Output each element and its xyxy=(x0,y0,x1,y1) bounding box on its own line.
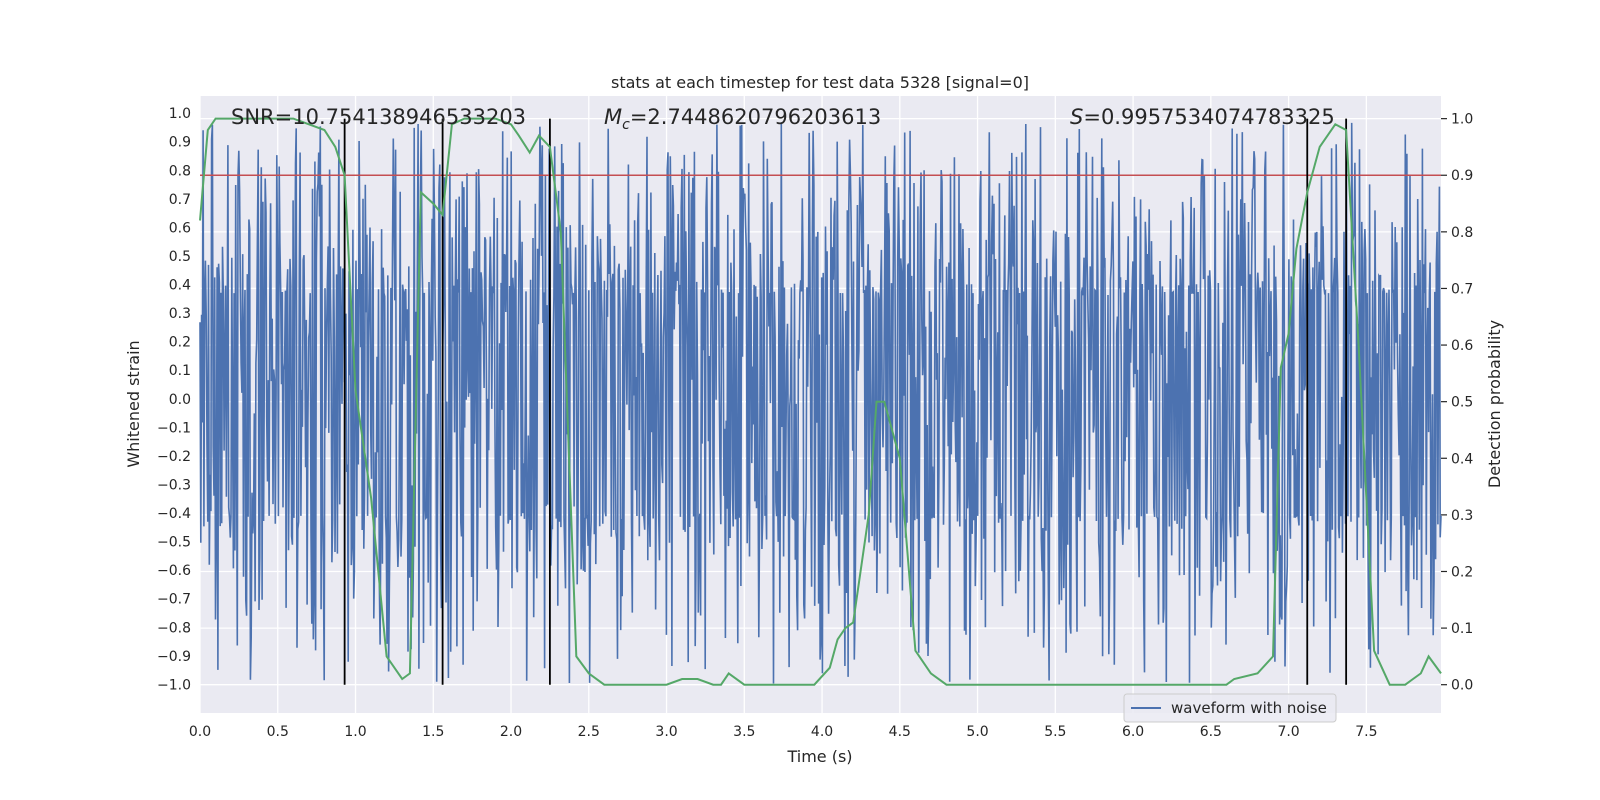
y-left-tick-label: 0.9 xyxy=(169,135,191,151)
x-tick-label: 0.0 xyxy=(189,724,211,740)
y-left-tick-label: −0.6 xyxy=(157,563,191,579)
y-left-tick-label: −0.3 xyxy=(157,477,191,493)
y-left-tick-label: 0.3 xyxy=(169,306,191,322)
x-tick-label: 7.5 xyxy=(1355,724,1377,740)
s-symbol: S xyxy=(1070,105,1083,129)
ticks: 0.0 0.5 1.0 1.5 2.0 2.5 3.0 3.5 4.0 4.5 5.0 5.5 6.0 6… xyxy=(157,106,1473,740)
x-tick-label: 4.0 xyxy=(811,724,833,740)
y-left-tick-label: 0.4 xyxy=(169,278,191,294)
y-left-tick-label: 0.2 xyxy=(169,335,191,351)
y-right-tick-label: 0.6 xyxy=(1451,338,1473,354)
s-annotation: S=0.9957534074783325 xyxy=(1070,105,1335,129)
y-left-tick-label: −0.7 xyxy=(157,592,191,608)
y-left-tick-label: 0.7 xyxy=(169,192,191,208)
series-layer xyxy=(199,122,1442,684)
x-tick-label: 1.0 xyxy=(344,724,366,740)
waveform-series xyxy=(199,122,1442,684)
detection-probability-series xyxy=(199,117,1442,686)
y-left-tick-label: 0.0 xyxy=(169,392,191,408)
chirp-mass-subscript: c xyxy=(622,117,630,133)
y-left-tick-label: −0.8 xyxy=(157,620,191,636)
x-tick-label: 4.5 xyxy=(889,724,911,740)
x-tick-label: 0.5 xyxy=(267,724,289,740)
y-left-tick-label: −0.5 xyxy=(157,535,191,551)
x-tick-label: 6.5 xyxy=(1200,724,1222,740)
y-left-tick-label: −1.0 xyxy=(157,677,191,693)
chart-title: stats at each timestep for test data 532… xyxy=(611,73,1029,92)
snr-annotation: SNR=10.754138946533203 xyxy=(231,105,526,129)
x-tick-label: 6.0 xyxy=(1122,724,1144,740)
legend-label: waveform with noise xyxy=(1171,699,1327,717)
x-tick-label: 5.5 xyxy=(1044,724,1066,740)
chirp-mass-symbol: M xyxy=(604,105,622,129)
y-left-tick-label: −0.2 xyxy=(157,449,191,465)
x-axis-label: Time (s) xyxy=(786,747,852,766)
y-right-tick-label: 0.9 xyxy=(1451,168,1473,184)
x-tick-label: 1.5 xyxy=(422,724,444,740)
x-tick-label: 7.0 xyxy=(1277,724,1299,740)
y-right-tick-label: 0.1 xyxy=(1451,621,1473,637)
y-right-tick-label: 0.3 xyxy=(1451,508,1473,524)
x-tick-label: 3.5 xyxy=(733,724,755,740)
y-left-tick-label: 0.1 xyxy=(169,363,191,379)
y-right-tick-label: 1.0 xyxy=(1451,112,1473,128)
x-tick-label: 2.0 xyxy=(500,724,522,740)
x-tick-label: 2.5 xyxy=(578,724,600,740)
chirp-mass-annotation: Mc=2.7448620796203613 xyxy=(604,105,881,133)
y-right-tick-label: 0.2 xyxy=(1451,564,1473,580)
y-left-tick-label: −0.1 xyxy=(157,420,191,436)
y-left-tick-label: 0.6 xyxy=(169,220,191,236)
legend-box xyxy=(1123,693,1337,723)
y-right-tick-label: 0.7 xyxy=(1451,281,1473,297)
s-value: =0.9957534074783325 xyxy=(1083,105,1334,129)
y-axis-label-right: Detection probability xyxy=(1485,320,1504,488)
chirp-mass-value: =2.7448620796203613 xyxy=(630,105,881,129)
y-left-tick-label: −0.4 xyxy=(157,506,191,522)
y-left-tick-label: 0.8 xyxy=(169,163,191,179)
x-tick-label: 3.0 xyxy=(655,724,677,740)
x-tick-label: 5.0 xyxy=(966,724,988,740)
y-axis-label-left: Whitened strain xyxy=(124,340,143,467)
marker-layer xyxy=(199,117,1442,686)
y-left-tick-label: 0.5 xyxy=(169,249,191,265)
y-left-tick-label: −0.9 xyxy=(157,649,191,665)
y-right-tick-label: 0.8 xyxy=(1451,225,1473,241)
y-right-tick-label: 0.5 xyxy=(1451,395,1473,411)
legend: waveform with noise xyxy=(1123,693,1337,723)
y-right-tick-label: 0.0 xyxy=(1451,678,1473,694)
y-left-tick-label: 1.0 xyxy=(169,106,191,122)
y-right-tick-label: 0.4 xyxy=(1451,451,1473,467)
